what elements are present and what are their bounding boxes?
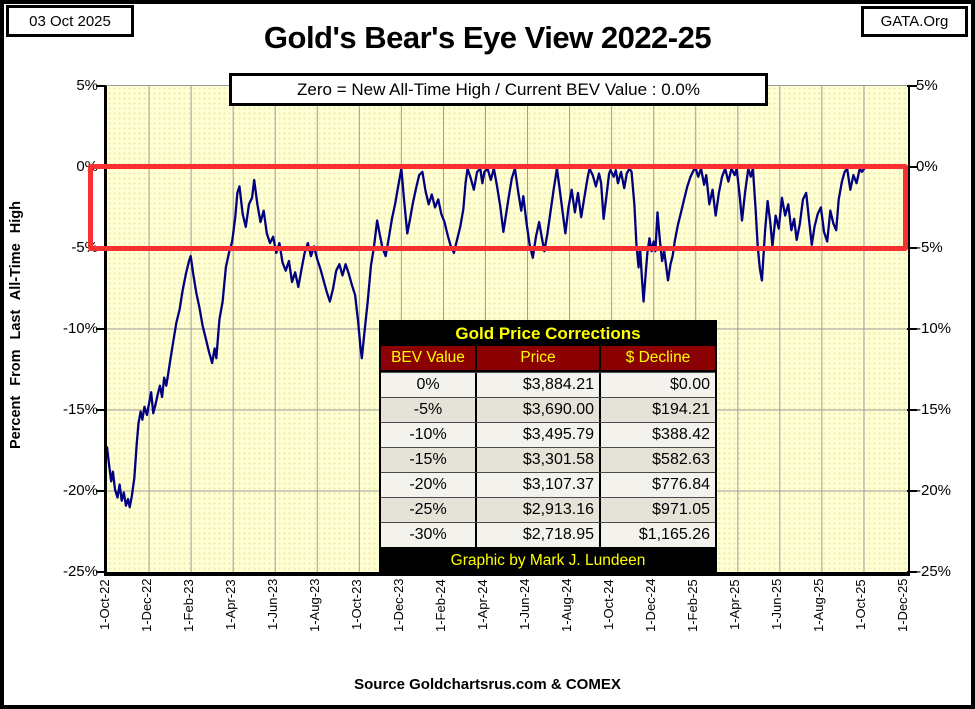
x-tick-label: 1-Apr-23 bbox=[223, 579, 238, 630]
table-row: -10% $3,495.79 $388.42 bbox=[381, 422, 715, 447]
table-cell: -5% bbox=[381, 398, 477, 422]
gold-price-corrections-table: Gold Price Corrections BEV Value Price $ D… bbox=[379, 320, 717, 575]
date-box: 03 Oct 2025 bbox=[6, 5, 134, 37]
y-tick-label-right: -25% bbox=[916, 563, 952, 580]
zero-to-minus5-highlight-box bbox=[88, 164, 908, 251]
table-cell: $776.84 bbox=[652, 476, 710, 493]
table-column-header: Price bbox=[477, 346, 601, 370]
table-row: -25% $2,913.16 $971.05 bbox=[381, 497, 715, 522]
x-tick-label: 1-Dec-24 bbox=[643, 579, 658, 633]
table-cell: 0% bbox=[381, 373, 477, 397]
table-cell: $388.42 bbox=[652, 426, 710, 443]
x-tick-label: 1-Jun-23 bbox=[265, 579, 280, 631]
y-tick-label-left: -20% bbox=[62, 482, 98, 499]
table-cell: $582.63 bbox=[652, 451, 710, 468]
subtitle-box: Zero = New All-Time High / Current BEV V… bbox=[229, 73, 768, 106]
x-tick-label: 1-Feb-25 bbox=[685, 579, 700, 632]
x-tick-label: 1-Dec-25 bbox=[895, 579, 910, 633]
date-text: 03 Oct 2025 bbox=[29, 12, 111, 30]
x-tick-label: 1-Jun-25 bbox=[769, 579, 784, 631]
table-cell: $3,690.00 bbox=[477, 398, 601, 422]
x-tick-label: 1-Oct-22 bbox=[97, 579, 112, 630]
table-cell: $3,301.58 bbox=[477, 448, 601, 472]
y-tick-label-left: -10% bbox=[62, 320, 98, 337]
gata-org-box: GATA.Org bbox=[861, 6, 968, 37]
table-cell: $3,107.37 bbox=[477, 473, 601, 497]
x-tick-label: 1-Oct-25 bbox=[853, 579, 868, 630]
table-column-header: BEV Value bbox=[381, 346, 477, 370]
y-tick-label-right: 0% bbox=[916, 158, 938, 175]
source-credit: Source Goldchartsrus.com & COMEX bbox=[354, 676, 621, 693]
table-title: Gold Price Corrections bbox=[381, 322, 715, 345]
table-cell: -25% bbox=[381, 498, 477, 522]
y-tick-label-right: -15% bbox=[916, 401, 952, 418]
page-title: Gold's Bear's Eye View 2022-25 bbox=[263, 20, 712, 55]
x-tick-label: 1-Dec-23 bbox=[391, 579, 406, 633]
y-axis-title: Percent From Last All-Time High bbox=[8, 201, 24, 449]
table-cell: $2,913.16 bbox=[477, 498, 601, 522]
table-row: 0% $3,884.21 $0.00 bbox=[381, 372, 715, 397]
y-tick-mark bbox=[96, 571, 106, 573]
y-tick-label-right: -20% bbox=[916, 482, 952, 499]
table-cell: $2,718.95 bbox=[477, 523, 601, 547]
y-tick-mark bbox=[96, 409, 106, 411]
subtitle-text: Zero = New All-Time High / Current BEV V… bbox=[297, 79, 700, 99]
y-tick-mark bbox=[907, 85, 917, 87]
y-tick-mark bbox=[907, 409, 917, 411]
x-tick-label: 1-Aug-25 bbox=[811, 579, 826, 633]
x-tick-label: 1-Apr-24 bbox=[475, 579, 490, 630]
table-cell: -30% bbox=[381, 523, 477, 547]
x-tick-label: 1-Feb-24 bbox=[433, 579, 448, 632]
x-tick-label: 1-Apr-25 bbox=[727, 579, 742, 630]
table-cell: $194.21 bbox=[652, 401, 710, 418]
table-footer: Graphic by Mark J. Lundeen bbox=[381, 547, 715, 573]
y-tick-label-right: -5% bbox=[916, 239, 943, 256]
y-tick-label-right: 5% bbox=[916, 77, 938, 94]
table-row: -30% $2,718.95 $1,165.26 bbox=[381, 522, 715, 547]
y-tick-mark bbox=[907, 166, 917, 168]
y-tick-mark bbox=[907, 328, 917, 330]
table-row: -5% $3,690.00 $194.21 bbox=[381, 397, 715, 422]
y-tick-mark bbox=[96, 490, 106, 492]
y-tick-mark bbox=[907, 490, 917, 492]
table-row: -15% $3,301.58 $582.63 bbox=[381, 447, 715, 472]
y-tick-mark bbox=[907, 571, 917, 573]
table-cell: $3,884.21 bbox=[477, 373, 601, 397]
table-body: 0% $3,884.21 $0.00 -5% $3,690.00 $194.21 -10% $… bbox=[381, 372, 715, 547]
x-tick-label: 1-Oct-23 bbox=[349, 579, 364, 630]
y-tick-label-left: 5% bbox=[76, 77, 98, 94]
table-cell: $0.00 bbox=[669, 376, 710, 393]
table-row: -20% $3,107.37 $776.84 bbox=[381, 472, 715, 497]
table-header-row: BEV Value Price $ Decline bbox=[381, 345, 715, 372]
y-tick-mark bbox=[96, 328, 106, 330]
y-tick-label-left: -15% bbox=[62, 401, 98, 418]
table-column-header: $ Decline bbox=[625, 349, 691, 366]
x-tick-label: 1-Feb-23 bbox=[181, 579, 196, 632]
table-cell: $1,165.26 bbox=[638, 526, 710, 543]
table-cell: -15% bbox=[381, 448, 477, 472]
table-cell: -20% bbox=[381, 473, 477, 497]
x-tick-label: 1-Jun-24 bbox=[517, 579, 532, 631]
x-tick-label: 1-Aug-24 bbox=[559, 579, 574, 633]
y-tick-label-left: -25% bbox=[62, 563, 98, 580]
x-tick-label: 1-Aug-23 bbox=[307, 579, 322, 633]
y-tick-mark bbox=[907, 247, 917, 249]
x-tick-label: 1-Oct-24 bbox=[601, 579, 616, 630]
y-tick-label-right: -10% bbox=[916, 320, 952, 337]
table-cell: -10% bbox=[381, 423, 477, 447]
x-tick-label: 1-Dec-22 bbox=[139, 579, 154, 633]
brand-text: GATA.Org bbox=[880, 13, 949, 30]
table-cell: $971.05 bbox=[652, 501, 710, 518]
gold-bev-series-line bbox=[107, 166, 867, 509]
table-cell: $3,495.79 bbox=[477, 423, 601, 447]
y-tick-mark bbox=[96, 85, 106, 87]
